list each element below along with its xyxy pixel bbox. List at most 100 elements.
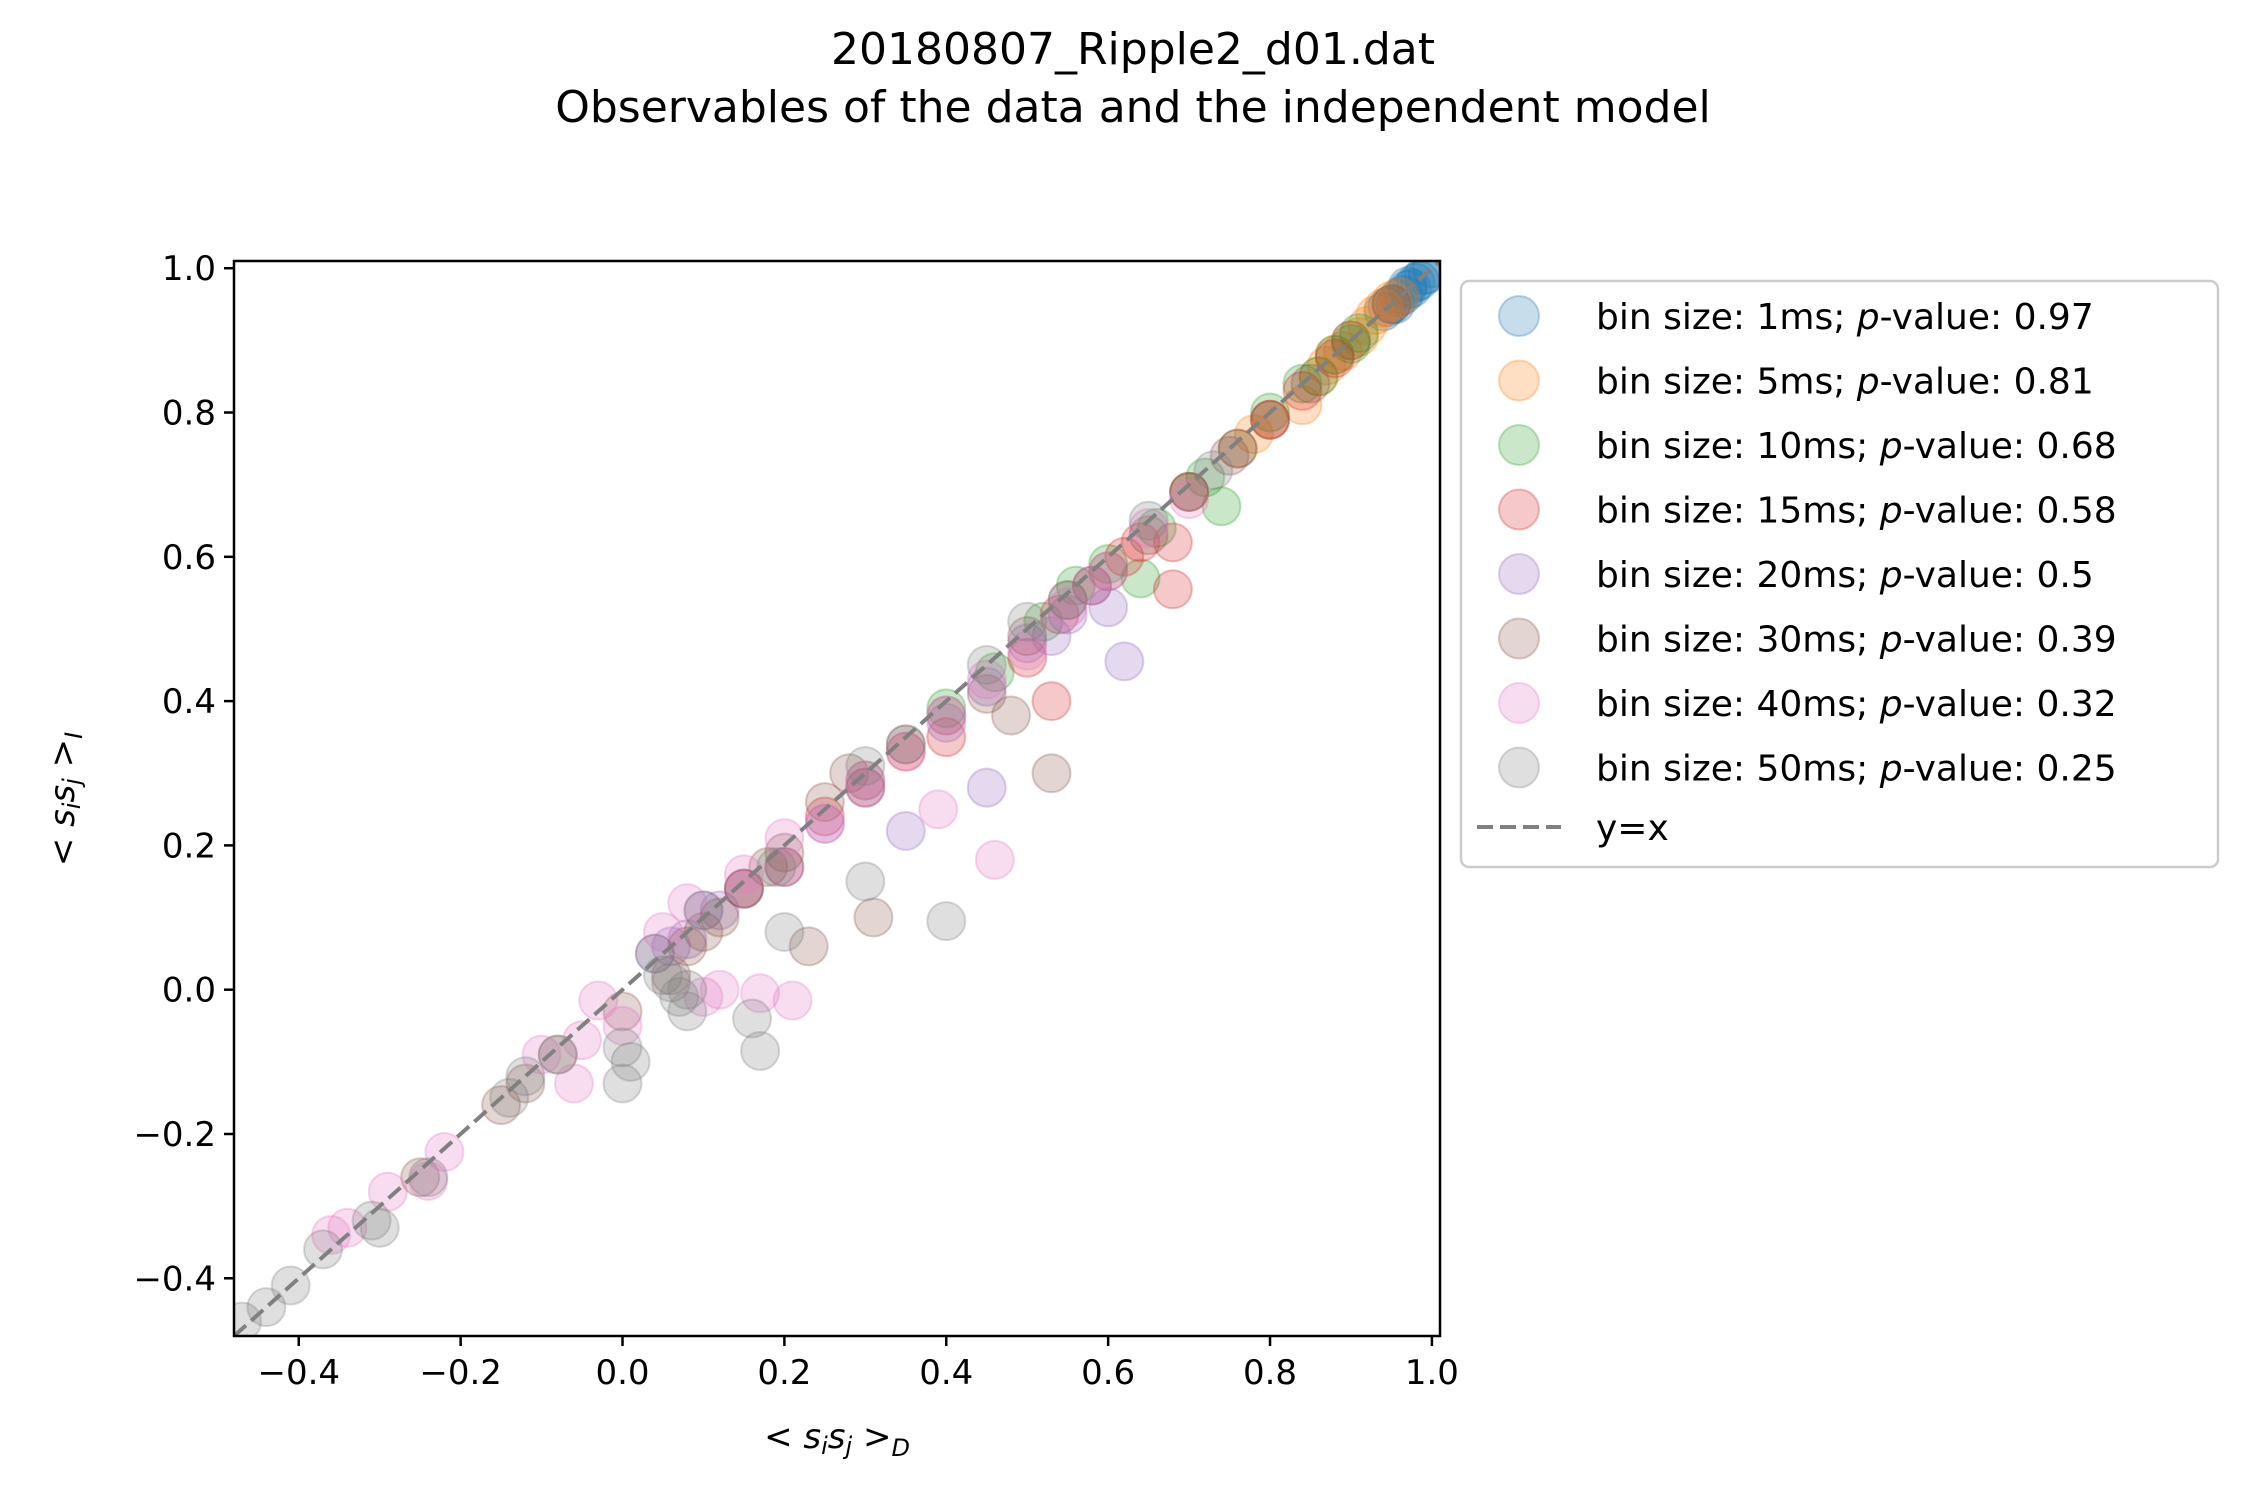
data-point-50ms bbox=[1047, 580, 1088, 621]
chart-subtitle: Observables of the data and the independ… bbox=[555, 82, 1711, 133]
data-point-50ms bbox=[845, 746, 886, 787]
x-tick-label: 0.6 bbox=[1081, 1353, 1135, 1393]
data-point-20ms bbox=[634, 933, 675, 974]
data-point-30ms bbox=[651, 955, 692, 996]
data-point-30ms bbox=[481, 1085, 522, 1126]
data-point-15ms bbox=[1282, 370, 1323, 411]
legend-marker-30ms bbox=[1498, 617, 1540, 660]
data-point-40ms bbox=[772, 980, 813, 1021]
chart-title: 20180807_Ripple2_d01.dat bbox=[831, 24, 1435, 75]
data-point-50ms bbox=[926, 901, 967, 942]
data-point-30ms bbox=[1169, 471, 1210, 512]
legend-frame bbox=[1459, 279, 2220, 869]
data-point-20ms bbox=[966, 666, 1007, 707]
data-point-15ms bbox=[804, 796, 845, 837]
data-point-30ms bbox=[505, 1063, 546, 1104]
data-point-40ms bbox=[367, 1171, 408, 1212]
data-point-30ms bbox=[764, 832, 805, 873]
data-point-40ms bbox=[602, 1005, 643, 1046]
data-point-10ms bbox=[926, 688, 967, 729]
data-point-30ms bbox=[1031, 753, 1072, 794]
data-point-40ms bbox=[1128, 507, 1169, 548]
data-point-10ms bbox=[1201, 486, 1242, 527]
data-point-20ms bbox=[764, 847, 805, 888]
data-point-20ms bbox=[723, 868, 764, 909]
data-point-40ms bbox=[578, 980, 619, 1021]
data-point-10ms bbox=[1023, 601, 1064, 642]
data-point-10ms bbox=[1217, 428, 1258, 469]
data-point-30ms bbox=[885, 724, 926, 765]
data-point-15ms bbox=[723, 868, 764, 909]
data-point-50ms bbox=[1193, 450, 1234, 491]
legend-label-15ms: bin size: 15ms; p-value: 0.58 bbox=[1596, 491, 2117, 532]
data-point-30ms bbox=[1250, 399, 1291, 440]
data-point-50ms bbox=[602, 1063, 643, 1104]
data-point-30ms bbox=[1209, 435, 1250, 476]
data-point-50ms bbox=[651, 962, 692, 1003]
data-point-30ms bbox=[1088, 551, 1129, 592]
data-point-50ms bbox=[489, 1077, 530, 1118]
data-point-15ms bbox=[1217, 428, 1258, 469]
data-point-30ms bbox=[1290, 363, 1331, 404]
x-tick-label: 0.2 bbox=[757, 1353, 811, 1393]
data-point-40ms bbox=[918, 789, 959, 830]
data-point-30ms bbox=[748, 847, 789, 888]
data-point-10ms bbox=[1120, 558, 1161, 599]
y-tick-label: 0.4 bbox=[162, 682, 216, 722]
x-tick-label: −0.2 bbox=[419, 1353, 502, 1393]
data-point-40ms bbox=[424, 1132, 465, 1173]
data-point-10ms bbox=[1298, 356, 1339, 397]
data-point-50ms bbox=[642, 955, 683, 996]
legend-label-5ms: bin size: 5ms; p-value: 0.81 bbox=[1596, 362, 2094, 403]
legend-label-reference-line: y=x bbox=[1596, 808, 1669, 849]
data-point-5ms bbox=[1298, 356, 1339, 397]
data-point-5ms bbox=[1250, 399, 1291, 440]
x-axis: −0.4 −0.2 0.0 0.2 0.4 0.6 0.8 1.0 bbox=[257, 1336, 1459, 1393]
data-point-50ms bbox=[845, 861, 886, 902]
data-point-30ms bbox=[788, 926, 829, 967]
data-point-50ms bbox=[610, 1041, 651, 1082]
data-point-40ms bbox=[521, 1034, 562, 1075]
x-tick-label: −0.4 bbox=[257, 1353, 340, 1393]
y-tick-label: −0.2 bbox=[133, 1115, 216, 1155]
legend-marker-1ms bbox=[1498, 295, 1540, 337]
data-point-30ms bbox=[400, 1157, 441, 1198]
data-point-40ms bbox=[723, 854, 764, 895]
legend-marker-15ms bbox=[1498, 488, 1540, 531]
data-point-30ms bbox=[804, 782, 845, 823]
data-point-15ms bbox=[1007, 637, 1048, 678]
y-tick-label: 0.2 bbox=[162, 826, 216, 866]
data-point-50ms bbox=[740, 1031, 781, 1072]
data-point-15ms bbox=[926, 717, 967, 758]
y-tick-label: −0.4 bbox=[133, 1259, 216, 1299]
data-point-20ms bbox=[699, 890, 740, 931]
legend-marker-40ms bbox=[1498, 682, 1540, 724]
data-point-30ms bbox=[991, 695, 1032, 736]
data-point-15ms bbox=[1250, 399, 1291, 440]
data-point-20ms bbox=[667, 919, 708, 960]
data-point-15ms bbox=[1104, 536, 1145, 577]
legend-label-10ms: bin size: 10ms; p-value: 0.68 bbox=[1596, 426, 2117, 467]
data-point-40ms bbox=[327, 1207, 368, 1248]
data-point-20ms bbox=[845, 767, 886, 808]
legend-marker-10ms bbox=[1498, 424, 1540, 466]
legend-label-20ms: bin size: 20ms; p-value: 0.5 bbox=[1596, 555, 2094, 596]
data-point-50ms bbox=[634, 933, 675, 974]
legend-label-40ms: bin size: 40ms; p-value: 0.32 bbox=[1596, 684, 2117, 725]
data-point-50ms bbox=[885, 724, 926, 765]
data-point-20ms bbox=[683, 890, 724, 931]
data-point-40ms bbox=[764, 818, 805, 859]
x-tick-label: 0.0 bbox=[595, 1353, 649, 1393]
data-point-15ms bbox=[1152, 569, 1193, 610]
data-point-15ms bbox=[1071, 565, 1112, 606]
y-tick-label: 0.6 bbox=[162, 538, 216, 578]
data-point-50ms bbox=[602, 1027, 643, 1068]
data-point-20ms bbox=[1071, 565, 1112, 606]
data-point-15ms bbox=[1031, 681, 1072, 722]
data-point-20ms bbox=[885, 810, 926, 851]
data-point-50ms bbox=[303, 1229, 344, 1270]
data-point-15ms bbox=[845, 767, 886, 808]
data-point-30ms bbox=[1007, 616, 1048, 657]
